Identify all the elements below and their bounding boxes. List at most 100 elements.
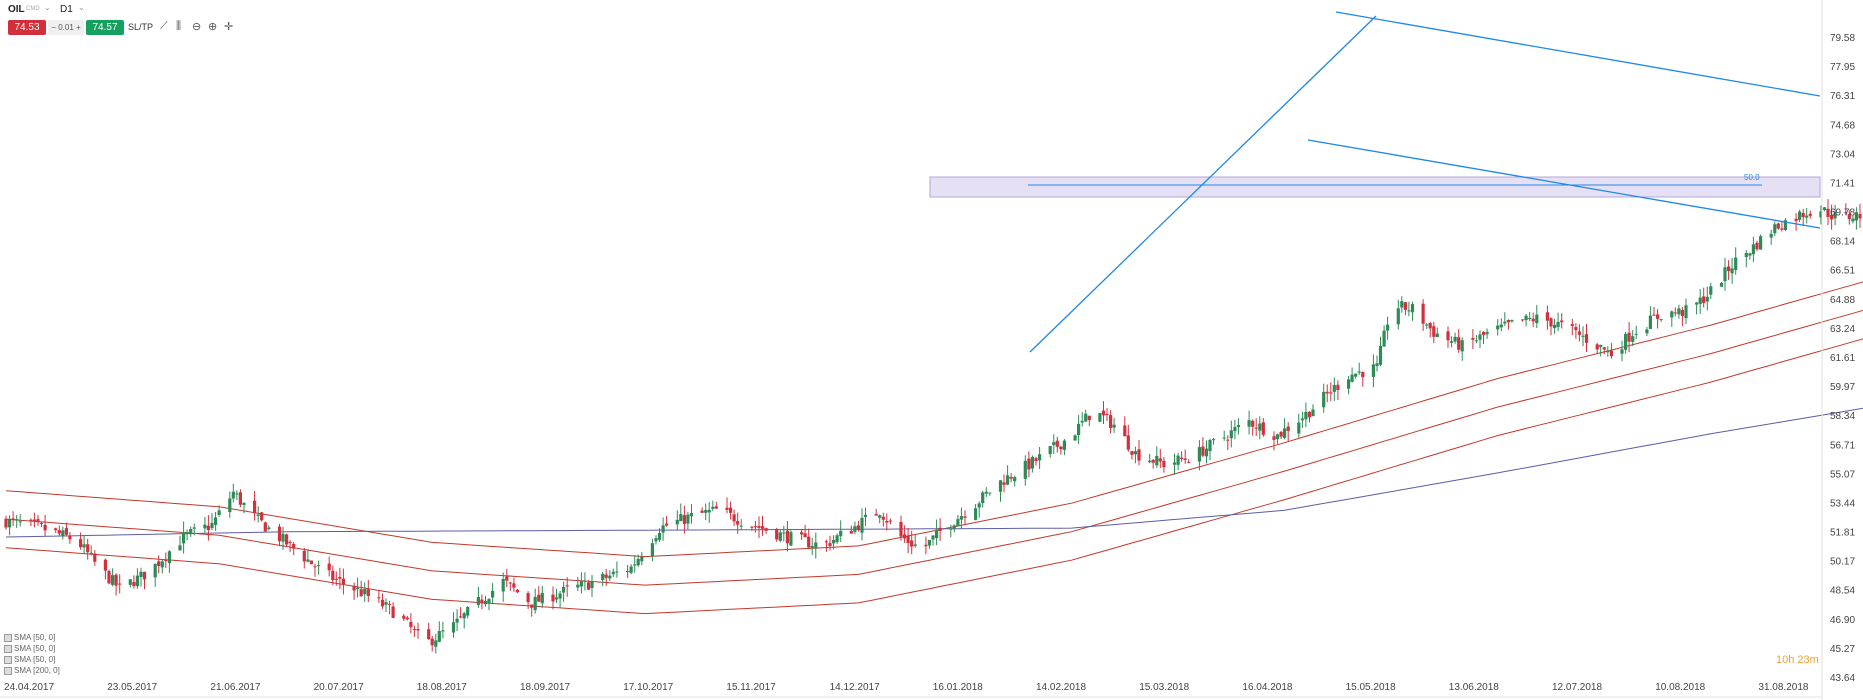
candle-body xyxy=(931,535,935,540)
candle-type-icon[interactable]: ⫼ xyxy=(176,20,182,32)
candle-body xyxy=(36,519,40,523)
candle-body xyxy=(807,536,811,548)
legend-toggle-icon[interactable] xyxy=(4,644,12,653)
candle-body xyxy=(1332,385,1336,392)
candle-body xyxy=(1805,215,1809,218)
candle-body xyxy=(93,553,97,562)
spread-box: − 0.01 + xyxy=(48,20,84,35)
line-chart-icon[interactable]: ⟋ xyxy=(160,20,168,32)
candle-body xyxy=(1162,460,1166,468)
candle-body xyxy=(388,604,392,606)
y-tick-label: 71.41 xyxy=(1830,178,1855,189)
symbol-label[interactable]: OIL xyxy=(8,4,25,15)
candle-body xyxy=(1300,418,1304,421)
candle-body xyxy=(1624,333,1628,350)
candle-body xyxy=(352,586,356,591)
candle-body xyxy=(1705,296,1709,302)
x-tick-label: 18.08.2017 xyxy=(417,682,467,693)
y-tick-label: 43.64 xyxy=(1830,673,1855,684)
legend-item[interactable]: SMA [50, 0] xyxy=(4,632,60,643)
candle-body xyxy=(1187,461,1191,463)
legend-item[interactable]: SMA [50, 0] xyxy=(4,643,60,654)
symbol-dropdown-icon[interactable]: ⌄ xyxy=(44,3,51,12)
candle-body xyxy=(1833,212,1837,219)
candle-body xyxy=(704,510,708,513)
y-tick-label: 73.04 xyxy=(1830,149,1855,160)
candle-body xyxy=(253,500,257,514)
candle-body xyxy=(654,538,658,542)
timeframe-label[interactable]: D1 xyxy=(60,4,73,15)
candle-body xyxy=(1684,305,1688,319)
candle-body xyxy=(1386,324,1390,331)
candle-body xyxy=(860,517,864,533)
candle-body xyxy=(157,561,161,566)
trendlines xyxy=(1029,11,1821,353)
upper-channel-line[interactable] xyxy=(1335,11,1821,97)
candle-body xyxy=(427,629,431,639)
candle-body xyxy=(480,599,484,604)
lower-channel-line[interactable] xyxy=(1307,139,1821,229)
rising-trendline[interactable] xyxy=(1029,15,1377,353)
spread-plus-icon[interactable]: + xyxy=(76,23,81,32)
candle-body xyxy=(380,599,385,607)
candle-body xyxy=(558,593,562,599)
candle-body xyxy=(1400,301,1404,308)
market-label: CMD xyxy=(26,6,40,12)
legend-item[interactable]: SMA [200, 0] xyxy=(4,665,60,676)
legend-item[interactable]: SMA [50, 0] xyxy=(4,654,60,665)
zoom-out-icon[interactable]: ⊖ xyxy=(192,21,202,33)
candle-body xyxy=(984,491,988,494)
candle-body xyxy=(636,558,640,566)
sell-price-button[interactable]: 74.53 xyxy=(8,20,46,35)
candle-body xyxy=(1410,304,1415,313)
candle-body xyxy=(1009,477,1013,479)
candle-body xyxy=(1204,448,1209,457)
candle-body xyxy=(650,543,654,557)
candle-body xyxy=(1798,211,1802,220)
y-tick-label: 58.34 xyxy=(1830,411,1855,422)
candle-body xyxy=(285,534,289,545)
candle-body xyxy=(1748,253,1752,256)
sltp-button[interactable]: SL/TP xyxy=(128,22,154,32)
candle-body xyxy=(217,510,221,515)
candle-body xyxy=(1034,458,1038,462)
legend-toggle-icon[interactable] xyxy=(4,633,12,642)
sma-lower-band xyxy=(5,338,1863,615)
candle-body xyxy=(803,533,807,538)
candle-body xyxy=(1254,427,1258,429)
candle-body xyxy=(1361,372,1365,378)
candle-body xyxy=(29,519,33,521)
candle-body xyxy=(267,527,271,529)
candle-body xyxy=(778,532,782,541)
candle-body xyxy=(317,565,321,567)
candle-body xyxy=(785,530,789,544)
candle-body xyxy=(675,519,679,525)
candle-body xyxy=(849,531,853,534)
candle-body xyxy=(309,560,313,565)
x-tick-label: 21.06.2017 xyxy=(210,682,260,693)
buy-price-button[interactable]: 74.57 xyxy=(86,20,124,35)
spread-minus-icon[interactable]: − xyxy=(51,23,56,32)
legend-toggle-icon[interactable] xyxy=(4,666,12,675)
zoom-in-icon[interactable]: ⊕ xyxy=(208,21,218,33)
candle-body xyxy=(1059,446,1063,450)
candle-body xyxy=(1755,242,1759,250)
candle-body xyxy=(153,563,157,578)
candle-body xyxy=(1396,308,1400,325)
candle-body xyxy=(1322,391,1326,408)
candle-body xyxy=(1357,371,1361,373)
candle-body xyxy=(441,630,445,632)
candle-body xyxy=(1283,428,1287,438)
timeframe-dropdown-icon[interactable]: ⌄ xyxy=(78,3,85,12)
candle-body xyxy=(1286,426,1290,431)
candle-body xyxy=(1460,340,1464,352)
candle-body xyxy=(54,528,58,531)
x-tick-label: 16.04.2018 xyxy=(1242,682,1292,693)
candle-body xyxy=(451,622,456,633)
legend-toggle-icon[interactable] xyxy=(4,655,12,664)
candle-body xyxy=(1528,318,1532,319)
crosshair-icon[interactable]: ✛ xyxy=(224,21,234,33)
candle-body xyxy=(1251,420,1255,427)
candle-body xyxy=(1450,341,1454,343)
